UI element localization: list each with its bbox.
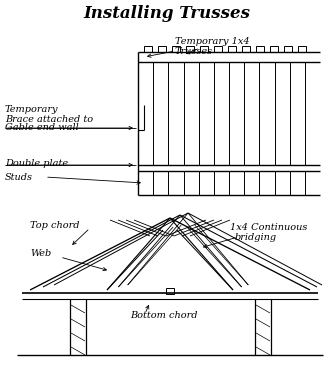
Text: Temporary: Temporary (5, 105, 58, 114)
Bar (166, 288, 174, 294)
Text: Gable end wall: Gable end wall (5, 124, 79, 133)
Text: Double plate: Double plate (5, 158, 68, 168)
Text: Trusses: Trusses (175, 47, 213, 55)
Bar (214, 46, 222, 52)
Text: 1x4 Continuous: 1x4 Continuous (230, 224, 307, 232)
Text: Installing Trusses: Installing Trusses (84, 5, 250, 22)
Bar (228, 46, 236, 52)
Text: Bottom chord: Bottom chord (130, 312, 197, 321)
Text: Top chord: Top chord (30, 221, 79, 230)
Bar (158, 46, 166, 52)
Bar (284, 46, 292, 52)
Bar (172, 46, 180, 52)
Text: Temporary 1x4: Temporary 1x4 (175, 38, 249, 47)
Bar (298, 46, 306, 52)
Bar (144, 46, 152, 52)
Text: Web: Web (30, 249, 51, 257)
Text: Studs: Studs (5, 172, 33, 182)
Bar (256, 46, 264, 52)
Bar (242, 46, 250, 52)
Text: Brace attached to: Brace attached to (5, 114, 93, 124)
Bar (200, 46, 208, 52)
Bar (270, 46, 278, 52)
Bar (186, 46, 194, 52)
Text: bridging: bridging (235, 232, 277, 241)
